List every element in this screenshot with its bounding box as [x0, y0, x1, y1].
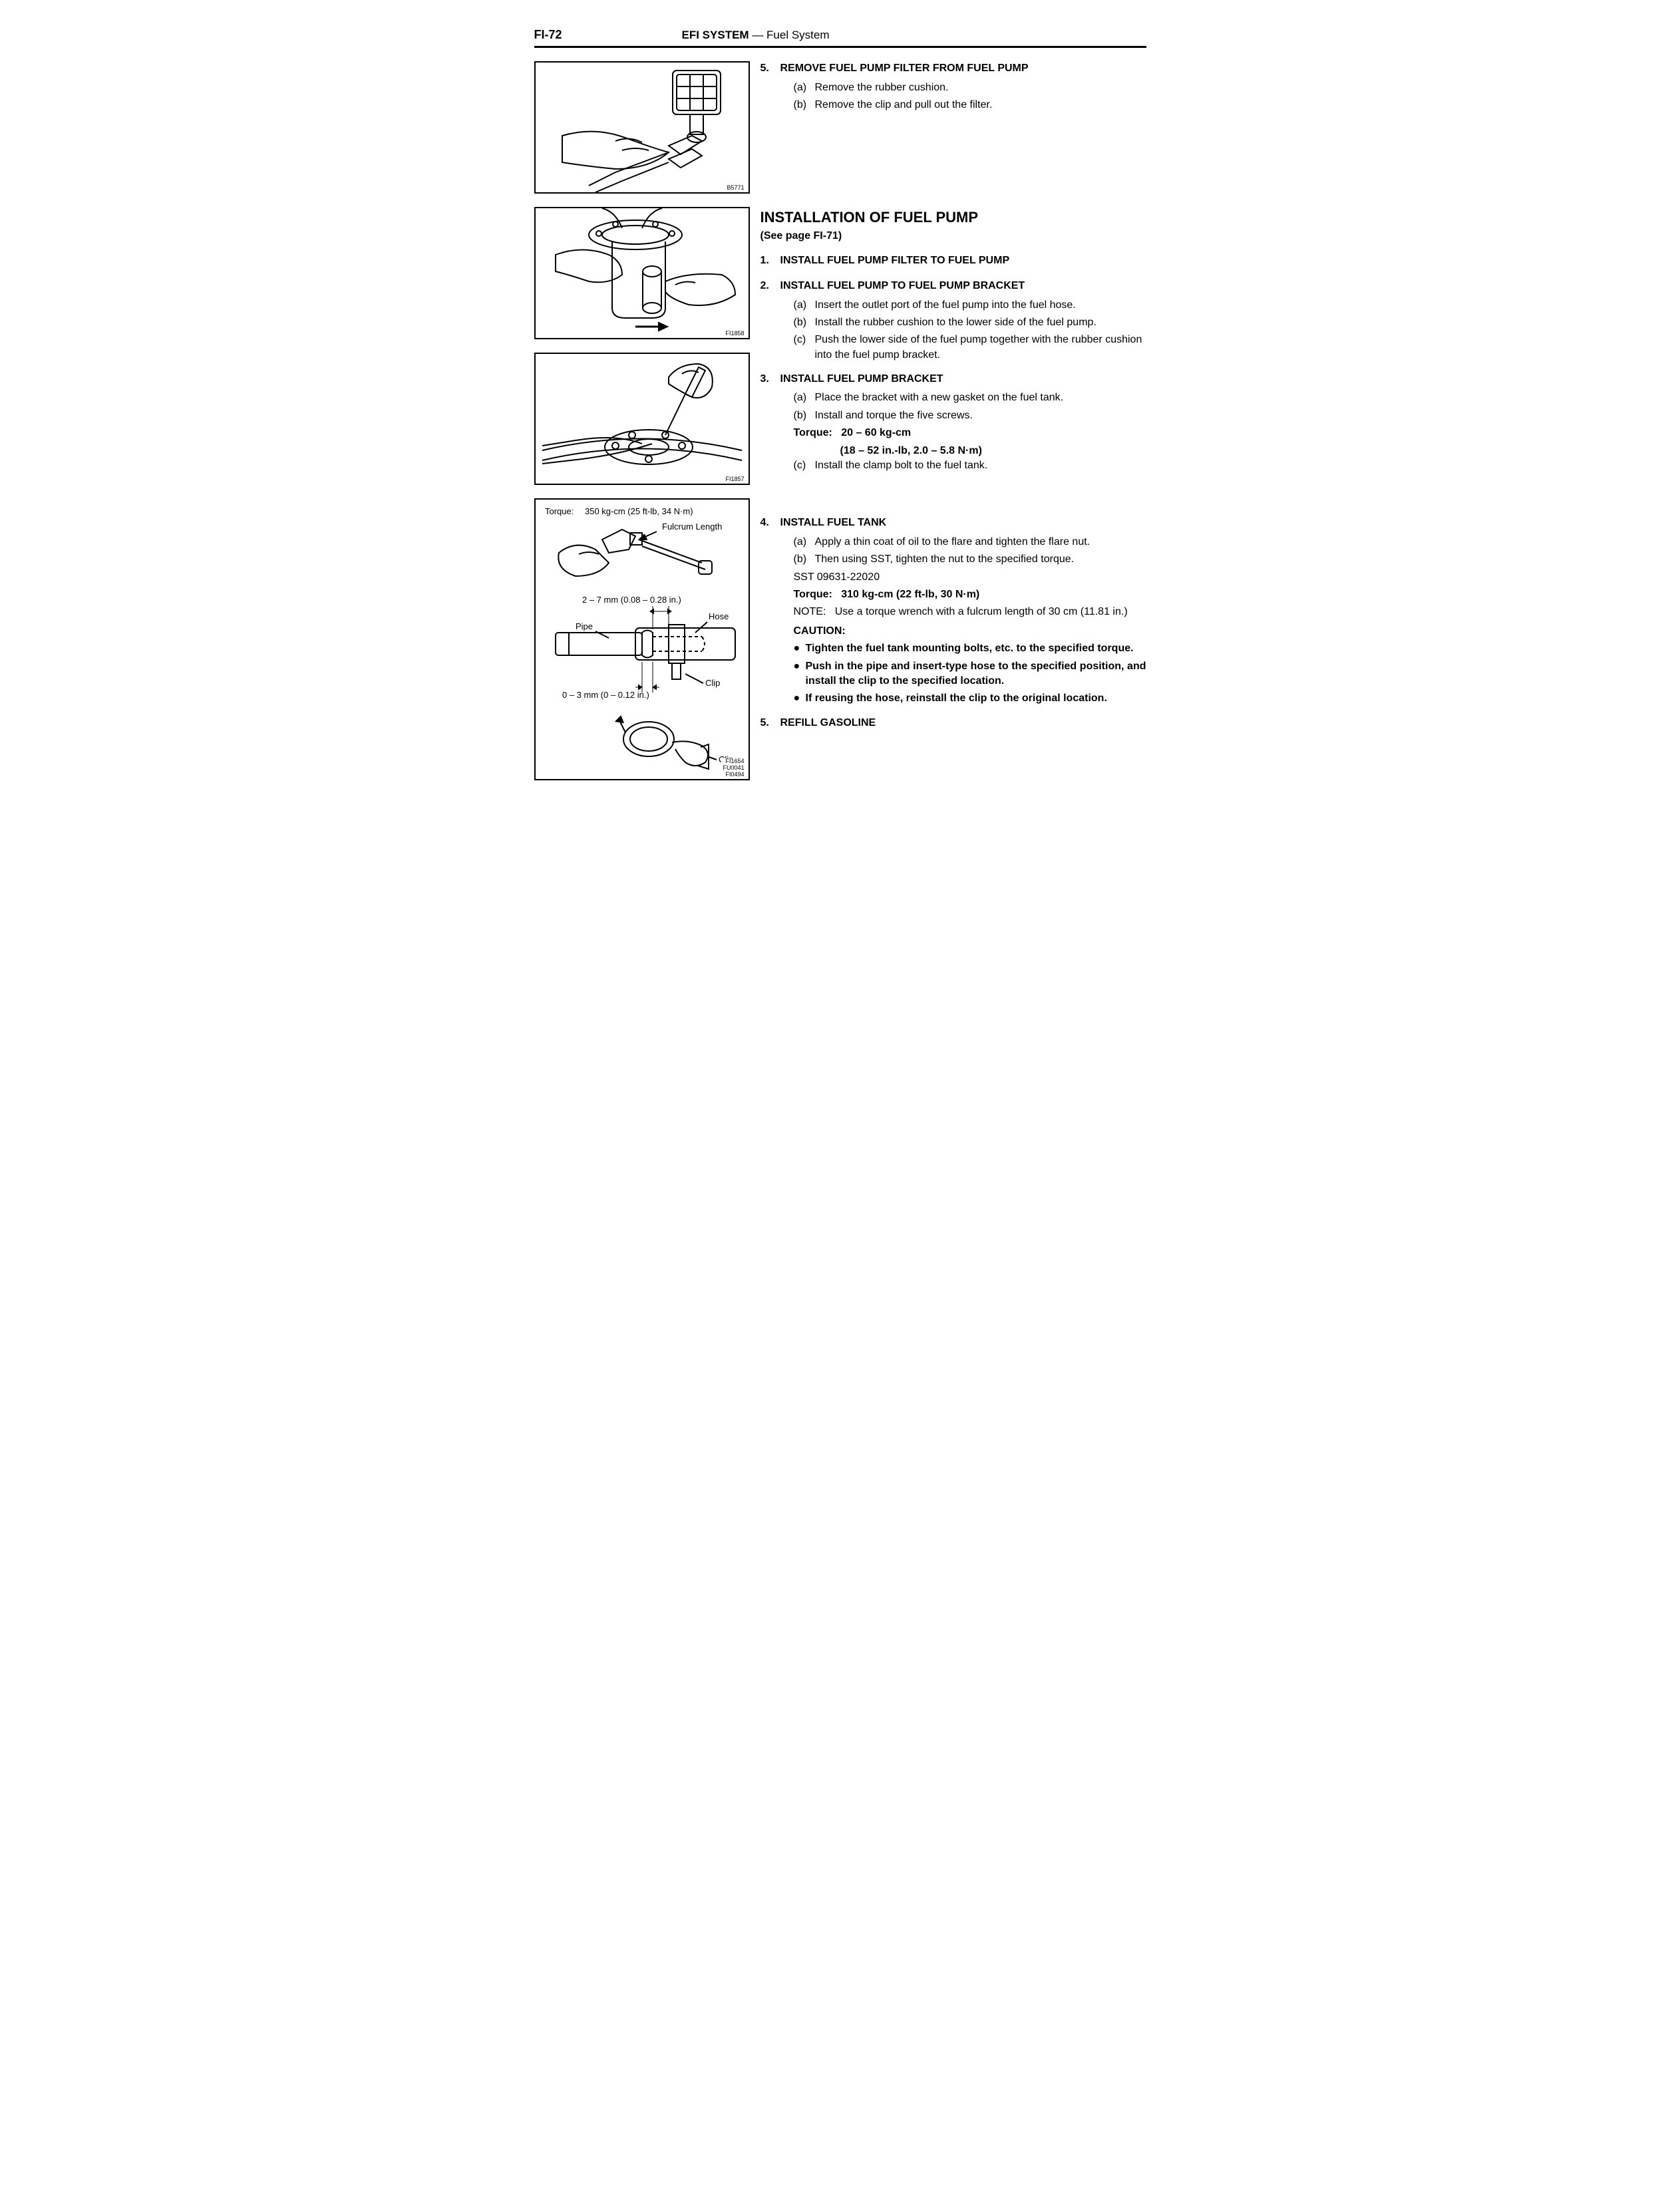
substep-letter: (c) — [794, 333, 815, 363]
step-number: 1. — [760, 253, 780, 272]
figure-1-label: B5771 — [725, 185, 745, 192]
step-title: INSTALL FUEL TANK — [780, 516, 1146, 530]
substep-text: Install the clamp bolt to the fuel tank. — [815, 458, 1146, 473]
torque-value: 310 kg-cm (22 ft-lb, 30 N·m) — [841, 589, 979, 600]
note-text: Use a torque wrench with a fulcrum lengt… — [835, 606, 1128, 617]
bullet-marker: ● — [794, 641, 806, 656]
page-number: FI-72 — [534, 27, 562, 43]
step-5-remove: 5. REMOVE FUEL PUMP FILTER FROM FUEL PUM… — [760, 61, 1146, 115]
substep-letter: (a) — [794, 298, 815, 313]
substep-letter: (b) — [794, 408, 815, 423]
substep-letter: (b) — [794, 315, 815, 330]
header-title-bold: EFI SYSTEM — [682, 29, 749, 41]
step-number: 5. — [760, 716, 780, 734]
step-number: 4. — [760, 516, 780, 708]
figure-2-label: FI1858 — [724, 331, 745, 337]
step-title: INSTALL FUEL PUMP TO FUEL PUMP BRACKET — [780, 279, 1146, 293]
section-heading: INSTALLATION OF FUEL PUMP — [760, 208, 1146, 228]
step-5-refill: 5. REFILL GASOLINE — [760, 716, 1146, 734]
caution-bullet-1: Tighten the fuel tank mounting bolts, et… — [806, 641, 1146, 656]
step-title: REMOVE FUEL PUMP FILTER FROM FUEL PUMP — [780, 61, 1146, 76]
figure-remove-filter: B5771 — [534, 61, 750, 194]
fig4-gap-bottom: 0 – 3 mm (0 – 0.12 in.) — [562, 690, 649, 700]
caution-bullet-2: Push in the pipe and insert-type hose to… — [806, 659, 1146, 689]
substep-text: Apply a thin coat of oil to the flare an… — [815, 535, 1146, 549]
bullet-marker: ● — [794, 659, 806, 689]
fig4-fulcrum: Fulcrum Length — [662, 522, 722, 532]
torque-line1: 20 – 60 kg-cm — [841, 427, 911, 438]
substep-letter: (a) — [794, 535, 815, 549]
substep-letter: (b) — [794, 552, 815, 567]
figure-torque-hose: Torque: 350 kg-cm (25 ft-lb, 34 N·m) Ful… — [534, 498, 750, 780]
step-4: 4. INSTALL FUEL TANK (a)Apply a thin coa… — [760, 516, 1146, 708]
substep-text: Push the lower side of the fuel pump tog… — [815, 333, 1146, 363]
step-3: 3. INSTALL FUEL PUMP BRACKET (a)Place th… — [760, 372, 1146, 476]
substep-text: Install and torque the five screws. — [815, 408, 1146, 423]
substep-text: Place the bracket with a new gasket on t… — [815, 391, 1146, 405]
substep-text: Insert the outlet port of the fuel pump … — [815, 298, 1146, 313]
substep-text: Then using SST, tighten the nut to the s… — [815, 552, 1146, 567]
figure-3-label: FI1857 — [724, 476, 745, 483]
header-subtitle: Fuel System — [766, 29, 829, 41]
step-title: INSTALL FUEL PUMP BRACKET — [780, 372, 1146, 387]
fig4-hose: Hose — [709, 611, 729, 621]
torque-label: Torque: — [794, 589, 832, 600]
step-title: REFILL GASOLINE — [780, 716, 1146, 730]
sst-number: SST 09631-22020 — [780, 570, 1146, 585]
caution-heading: CAUTION: — [780, 624, 1146, 639]
substep-letter: (a) — [794, 391, 815, 405]
header-separator: — — [749, 29, 766, 41]
substep-letter: (c) — [794, 458, 815, 473]
fig4-torque-label: Torque: — [545, 506, 574, 516]
figure-install-pump: FI1858 — [534, 207, 750, 339]
step-title: INSTALL FUEL PUMP FILTER TO FUEL PUMP — [780, 253, 1146, 268]
step-2: 2. INSTALL FUEL PUMP TO FUEL PUMP BRACKE… — [760, 279, 1146, 365]
figure-install-bracket: FI1857 — [534, 353, 750, 485]
substep-text: Remove the rubber cushion. — [815, 80, 1146, 95]
step-number: 5. — [760, 61, 780, 115]
substep-text: Remove the clip and pull out the filter. — [815, 98, 1146, 112]
bullet-marker: ● — [794, 691, 806, 706]
note-label: NOTE: — [794, 606, 826, 617]
caution-bullet-3: If reusing the hose, reinstall the clip … — [806, 691, 1146, 706]
page-header: FI-72 EFI SYSTEM — Fuel System — [534, 27, 1146, 48]
step-number: 3. — [760, 372, 780, 476]
see-page-reference: (See page FI-71) — [760, 229, 1146, 243]
figure-4-label: FI1654 FU0041 FI0494 — [721, 758, 745, 778]
torque-label: Torque: — [794, 427, 832, 438]
fig4-torque-value: 350 kg-cm (25 ft-lb, 34 N·m) — [585, 506, 693, 516]
step-number: 2. — [760, 279, 780, 365]
fig4-pipe: Pipe — [576, 621, 593, 631]
step-1: 1. INSTALL FUEL PUMP FILTER TO FUEL PUMP — [760, 253, 1146, 272]
substep-letter: (b) — [794, 98, 815, 112]
fig4-clip: Clip — [705, 678, 720, 688]
torque-line2: (18 – 52 in.-lb, 2.0 – 5.8 N·m) — [780, 444, 1146, 458]
fig4-gap-top: 2 – 7 mm (0.08 – 0.28 in.) — [582, 595, 681, 605]
substep-letter: (a) — [794, 80, 815, 95]
substep-text: Install the rubber cushion to the lower … — [815, 315, 1146, 330]
